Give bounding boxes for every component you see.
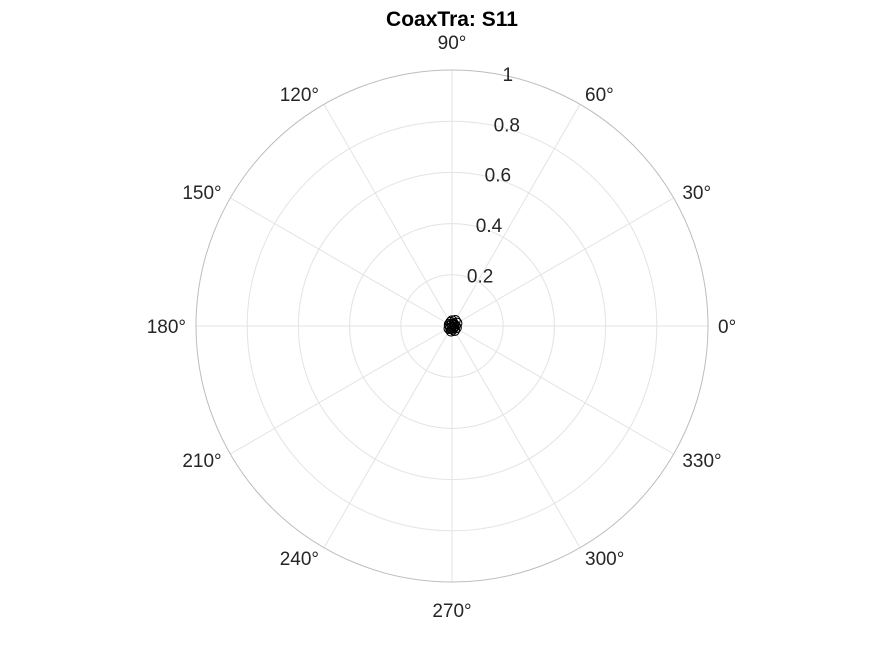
angle-gridline-150 — [230, 197, 453, 327]
angle-tick-label: 90° — [438, 33, 467, 54]
polar-grid — [195, 69, 709, 583]
radial-ring-3 — [246, 120, 658, 532]
angle-tick-label: 330° — [682, 451, 721, 472]
angle-tick-label: 180° — [147, 317, 186, 338]
angle-gridline-210 — [230, 325, 453, 455]
radial-tick-label: 0.2 — [467, 267, 493, 288]
angle-gridline-60 — [451, 104, 581, 327]
radial-tick-label: 1 — [502, 65, 513, 86]
radial-tick-label: 0.8 — [494, 115, 520, 136]
angle-tick-label: 210° — [182, 451, 221, 472]
data-point — [445, 316, 457, 328]
angle-gridline-300 — [451, 325, 581, 548]
angle-tick-label: 270° — [432, 601, 471, 622]
angle-tick-label: 60° — [585, 85, 614, 106]
angle-gridline-30 — [451, 197, 674, 327]
chart-title: CoaxTra: S11 — [386, 8, 518, 31]
radial-ring-2 — [297, 171, 607, 481]
radial-tick-label: 0.6 — [485, 166, 511, 187]
angle-tick-label: 0° — [718, 317, 736, 338]
angle-tick-label: 240° — [280, 549, 319, 570]
outer-ring — [195, 69, 709, 583]
tick-labels: 0.2 0.4 0.6 0.8 1 0° 30° 60° 90° 120° 150° 180° 210°… — [147, 33, 736, 622]
angle-gridline-330 — [451, 325, 674, 455]
angle-gridline-120 — [323, 104, 453, 327]
data-series — [443, 314, 463, 337]
angle-tick-label: 150° — [182, 183, 221, 204]
radial-ring-1 — [349, 223, 555, 429]
radial-ring-0 — [400, 274, 504, 378]
radial-tick-label: 0.4 — [476, 216, 503, 237]
angle-tick-label: 300° — [585, 549, 624, 570]
angle-gridline-240 — [323, 325, 453, 548]
angle-tick-label: 30° — [682, 183, 711, 204]
angle-tick-label: 120° — [280, 85, 319, 106]
data-point — [445, 322, 457, 334]
